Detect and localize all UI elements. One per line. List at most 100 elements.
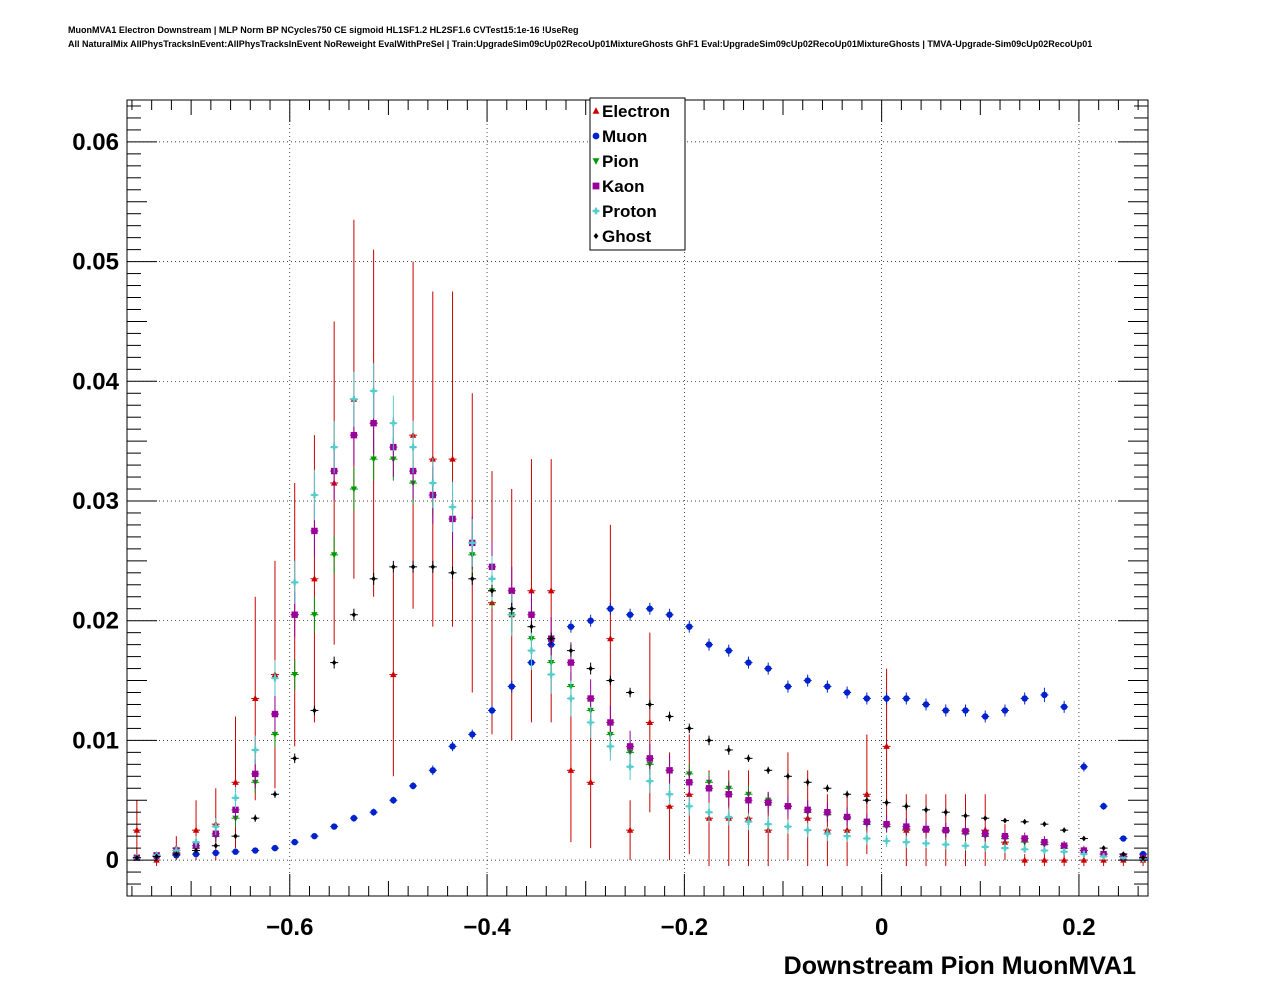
data-point <box>765 820 772 828</box>
data-point <box>312 707 317 714</box>
data-point <box>587 778 594 785</box>
legend-item-electron: Electron <box>592 102 670 121</box>
data-point <box>804 677 811 684</box>
data-point <box>370 456 377 463</box>
data-point <box>588 665 593 672</box>
data-point <box>192 850 200 858</box>
axis-ticks: −0.6 −0.4 −0.2 0 0.2 0 0.01 0.02 0.03 0.04 0.05 0.0… <box>72 100 1148 941</box>
data-point <box>942 841 949 848</box>
data-point <box>903 823 910 830</box>
data-point <box>567 766 575 773</box>
data-point <box>1041 856 1048 863</box>
data-point <box>330 443 338 451</box>
data-point <box>843 832 851 840</box>
data-point <box>567 623 575 630</box>
data-point <box>726 747 731 753</box>
data-point <box>133 826 141 833</box>
legend-marker <box>592 182 600 190</box>
data-point <box>232 794 239 802</box>
data-point <box>370 387 377 395</box>
y-tick-label: 0.04 <box>72 368 119 395</box>
data-point <box>292 755 297 762</box>
data-point <box>271 731 279 738</box>
data-point <box>824 809 831 816</box>
data-point <box>350 431 358 439</box>
data-point <box>844 791 850 798</box>
data-point <box>962 842 969 849</box>
data-point <box>528 587 535 594</box>
data-point <box>725 647 732 654</box>
data-point <box>509 605 514 612</box>
data-point <box>391 563 396 570</box>
data-point <box>666 767 673 774</box>
y-tick-label: 0.06 <box>72 129 119 156</box>
data-point <box>1061 827 1067 834</box>
data-point <box>469 731 476 738</box>
data-point <box>784 803 792 810</box>
data-point <box>1021 695 1028 702</box>
data-point <box>409 782 417 790</box>
data-point <box>587 695 594 702</box>
data-point <box>725 813 732 821</box>
legend-marker <box>592 207 600 215</box>
data-point <box>528 647 535 654</box>
data-point <box>173 847 180 854</box>
x-tick-label: 0.2 <box>1062 914 1095 941</box>
data-point <box>607 635 614 642</box>
data-point <box>804 806 811 814</box>
legend-marker <box>592 132 600 140</box>
legend-label: Pion <box>602 152 639 171</box>
data-point <box>192 826 200 833</box>
data-point <box>805 779 810 786</box>
data-point <box>351 611 357 618</box>
x-axis-title: Downstream Pion MuonMVA1 <box>784 952 1136 980</box>
chart-title-line-2: All NaturalMix AllPhysTracksInEvent:AllP… <box>68 39 1093 49</box>
data-point <box>429 767 437 774</box>
series-ghost <box>132 560 1148 861</box>
data-point <box>647 701 653 708</box>
data-point <box>883 820 890 828</box>
data-point <box>646 718 654 725</box>
data-point <box>943 809 949 816</box>
data-point <box>311 832 318 840</box>
data-point <box>804 826 811 834</box>
data-point <box>1021 846 1028 853</box>
data-point <box>291 579 298 586</box>
data-point <box>903 838 910 846</box>
data-point <box>232 778 239 785</box>
legend-marker <box>592 107 600 114</box>
data-point <box>962 828 969 835</box>
data-point <box>1041 691 1048 699</box>
data-point <box>706 737 712 744</box>
series-muon <box>132 602 1148 861</box>
data-point <box>548 635 554 642</box>
data-point <box>1140 854 1146 861</box>
data-point <box>271 844 279 852</box>
data-point <box>785 773 791 780</box>
chart-title-line-1: MuonMVA1 Electron Downstream | MLP Norm … <box>68 25 579 35</box>
data-point <box>311 612 318 619</box>
data-point <box>390 419 397 427</box>
data-point <box>252 746 259 754</box>
data-point <box>410 563 416 570</box>
data-point <box>626 826 634 833</box>
data-point <box>863 695 871 702</box>
data-point <box>1001 844 1009 852</box>
data-point <box>449 455 456 462</box>
data-point <box>1121 851 1126 857</box>
data-point <box>1060 848 1068 855</box>
data-point <box>193 847 199 854</box>
data-point <box>765 665 772 672</box>
data-point <box>666 802 673 809</box>
data-point <box>942 826 949 834</box>
data-point <box>1081 835 1087 842</box>
data-point <box>903 695 910 702</box>
data-point <box>390 671 397 678</box>
data-point <box>488 575 496 582</box>
data-point <box>982 843 989 851</box>
data-point <box>134 854 140 861</box>
data-point <box>174 851 179 857</box>
data-point <box>942 707 949 714</box>
data-point <box>843 813 851 821</box>
data-point <box>1100 803 1107 810</box>
